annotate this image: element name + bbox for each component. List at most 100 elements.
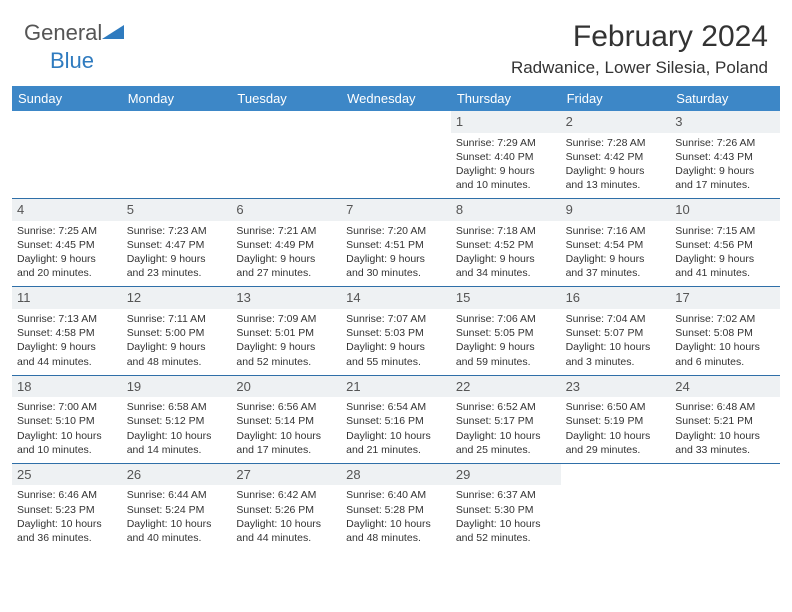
sunrise-text: Sunrise: 7:11 AM bbox=[127, 312, 227, 326]
date-number: 11 bbox=[12, 287, 122, 309]
sunrise-text: Sunrise: 6:54 AM bbox=[346, 400, 446, 414]
calendar-cell: 3Sunrise: 7:26 AMSunset: 4:43 PMDaylight… bbox=[670, 111, 780, 198]
calendar-cell: 15Sunrise: 7:06 AMSunset: 5:05 PMDayligh… bbox=[451, 287, 561, 374]
date-number: 6 bbox=[231, 199, 341, 221]
daylight-text: and 6 minutes. bbox=[675, 355, 775, 369]
sunrise-text: Sunrise: 6:52 AM bbox=[456, 400, 556, 414]
sunset-text: Sunset: 4:45 PM bbox=[17, 238, 117, 252]
sunrise-text: Sunrise: 6:48 AM bbox=[675, 400, 775, 414]
calendar-cell: 19Sunrise: 6:58 AMSunset: 5:12 PMDayligh… bbox=[122, 376, 232, 463]
calendar-cell: 29Sunrise: 6:37 AMSunset: 5:30 PMDayligh… bbox=[451, 464, 561, 551]
sunset-text: Sunset: 5:07 PM bbox=[566, 326, 666, 340]
sunrise-text: Sunrise: 7:15 AM bbox=[675, 224, 775, 238]
daylight-text: Daylight: 10 hours bbox=[127, 429, 227, 443]
calendar-cell: 28Sunrise: 6:40 AMSunset: 5:28 PMDayligh… bbox=[341, 464, 451, 551]
calendar-cell: 10 Sunrise: 7:15 AMSunset: 4:56 PMDayligh… bbox=[670, 199, 780, 286]
daylight-text: and 33 minutes. bbox=[675, 443, 775, 457]
calendar-cell bbox=[12, 111, 122, 198]
daylight-text: Daylight: 9 hours bbox=[127, 252, 227, 266]
calendar-cell: 7Sunrise: 7:20 AMSunset: 4:51 PMDaylight… bbox=[341, 199, 451, 286]
calendar-cell bbox=[561, 464, 671, 551]
date-number: 12 bbox=[122, 287, 232, 309]
title-block: February 2024 Radwanice, Lower Silesia, … bbox=[511, 20, 768, 78]
sunset-text: Sunset: 5:16 PM bbox=[346, 414, 446, 428]
calendar-cell: 14Sunrise: 7:07 AMSunset: 5:03 PMDayligh… bbox=[341, 287, 451, 374]
calendar-cell: 24Sunrise: 6:48 AMSunset: 5:21 PMDayligh… bbox=[670, 376, 780, 463]
daylight-text: and 34 minutes. bbox=[456, 266, 556, 280]
calendar-cell bbox=[341, 111, 451, 198]
header: General Blue February 2024 Radwanice, Lo… bbox=[0, 0, 792, 86]
calendar-cell bbox=[670, 464, 780, 551]
sunrise-text: Sunrise: 7:23 AM bbox=[127, 224, 227, 238]
date-number: 17 bbox=[670, 287, 780, 309]
calendar-cell: 22Sunrise: 6:52 AMSunset: 5:17 PMDayligh… bbox=[451, 376, 561, 463]
daylight-text: and 40 minutes. bbox=[127, 531, 227, 545]
daylight-text: Daylight: 9 hours bbox=[346, 340, 446, 354]
calendar-cell: 13Sunrise: 7:09 AMSunset: 5:01 PMDayligh… bbox=[231, 287, 341, 374]
daylight-text: Daylight: 9 hours bbox=[675, 164, 775, 178]
sunrise-text: Sunrise: 7:20 AM bbox=[346, 224, 446, 238]
sunset-text: Sunset: 5:12 PM bbox=[127, 414, 227, 428]
daylight-text: and 59 minutes. bbox=[456, 355, 556, 369]
day-header-row: SundayMondayTuesdayWednesdayThursdayFrid… bbox=[12, 86, 780, 111]
sunrise-text: Sunrise: 7:29 AM bbox=[456, 136, 556, 150]
sunset-text: Sunset: 5:14 PM bbox=[236, 414, 336, 428]
daylight-text: Daylight: 10 hours bbox=[566, 340, 666, 354]
daylight-text: and 27 minutes. bbox=[236, 266, 336, 280]
calendar-week: 25Sunrise: 6:46 AMSunset: 5:23 PMDayligh… bbox=[12, 463, 780, 551]
date-number: 21 bbox=[341, 376, 451, 398]
date-number: 27 bbox=[231, 464, 341, 486]
daylight-text: Daylight: 10 hours bbox=[17, 517, 117, 531]
sunrise-text: Sunrise: 6:40 AM bbox=[346, 488, 446, 502]
sunrise-text: Sunrise: 6:56 AM bbox=[236, 400, 336, 414]
date-number: 14 bbox=[341, 287, 451, 309]
sunset-text: Sunset: 5:10 PM bbox=[17, 414, 117, 428]
daylight-text: and 21 minutes. bbox=[346, 443, 446, 457]
date-number: 4 bbox=[12, 199, 122, 221]
daylight-text: and 44 minutes. bbox=[17, 355, 117, 369]
daylight-text: Daylight: 10 hours bbox=[127, 517, 227, 531]
calendar-week: 18 Sunrise: 7:00 AMSunset: 5:10 PM Dayligh… bbox=[12, 375, 780, 463]
day-header-cell: Thursday bbox=[451, 86, 561, 111]
calendar-body: 1Sunrise: 7:29 AMSunset: 4:40 PMDaylight… bbox=[12, 111, 780, 551]
daylight-text: Daylight: 10 hours bbox=[675, 429, 775, 443]
date-number: 25 bbox=[12, 464, 122, 486]
sunset-text: Sunset: 4:56 PM bbox=[675, 238, 775, 252]
daylight-text: Daylight: 9 hours bbox=[675, 252, 775, 266]
sunset-text: Sunset: 5:30 PM bbox=[456, 503, 556, 517]
daylight-text: Daylight: 9 hours bbox=[456, 340, 556, 354]
sunset-text: Sunset: 4:42 PM bbox=[566, 150, 666, 164]
sunset-text: Sunset: 5:05 PM bbox=[456, 326, 556, 340]
calendar-cell: 16Sunrise: 7:04 AMSunset: 5:07 PMDayligh… bbox=[561, 287, 671, 374]
calendar-cell: 9Sunrise: 7:16 AMSunset: 4:54 PMDaylight… bbox=[561, 199, 671, 286]
sunrise-text: Sunrise: 7:00 AM bbox=[17, 400, 117, 414]
calendar-cell: 18Sunrise: 7:00 AMSunset: 5:10 PMDayligh… bbox=[12, 376, 122, 463]
date-number: 23 bbox=[561, 376, 671, 398]
daylight-text: and 36 minutes. bbox=[17, 531, 117, 545]
sunrise-text: Sunrise: 6:37 AM bbox=[456, 488, 556, 502]
calendar-week: 1Sunrise: 7:29 AMSunset: 4:40 PMDaylight… bbox=[12, 111, 780, 198]
sunset-text: Sunset: 5:28 PM bbox=[346, 503, 446, 517]
daylight-text: and 10 minutes. bbox=[456, 178, 556, 192]
sunrise-text: Sunrise: 7:26 AM bbox=[675, 136, 775, 150]
date-number: 28 bbox=[341, 464, 451, 486]
calendar-cell: 23Sunrise: 6:50 AMSunset: 5:19 PMDayligh… bbox=[561, 376, 671, 463]
page-title: February 2024 bbox=[511, 20, 768, 54]
date-number: 5 bbox=[122, 199, 232, 221]
sunset-text: Sunset: 5:24 PM bbox=[127, 503, 227, 517]
logo-triangle-icon bbox=[102, 23, 126, 46]
daylight-text: and 37 minutes. bbox=[566, 266, 666, 280]
daylight-text: Daylight: 10 hours bbox=[236, 429, 336, 443]
daylight-text: and 13 minutes. bbox=[566, 178, 666, 192]
daylight-text: Daylight: 10 hours bbox=[456, 429, 556, 443]
date-number: 10 bbox=[670, 199, 780, 221]
date-number: 18 bbox=[12, 376, 122, 398]
sunrise-text: Sunrise: 7:28 AM bbox=[566, 136, 666, 150]
sunrise-text: Sunrise: 7:13 AM bbox=[17, 312, 117, 326]
sunrise-text: Sunrise: 6:46 AM bbox=[17, 488, 117, 502]
daylight-text: Daylight: 10 hours bbox=[236, 517, 336, 531]
calendar-cell: 2Sunrise: 7:28 AMSunset: 4:42 PMDaylight… bbox=[561, 111, 671, 198]
daylight-text: Daylight: 9 hours bbox=[236, 340, 336, 354]
date-number: 3 bbox=[670, 111, 780, 133]
sunrise-text: Sunrise: 6:50 AM bbox=[566, 400, 666, 414]
